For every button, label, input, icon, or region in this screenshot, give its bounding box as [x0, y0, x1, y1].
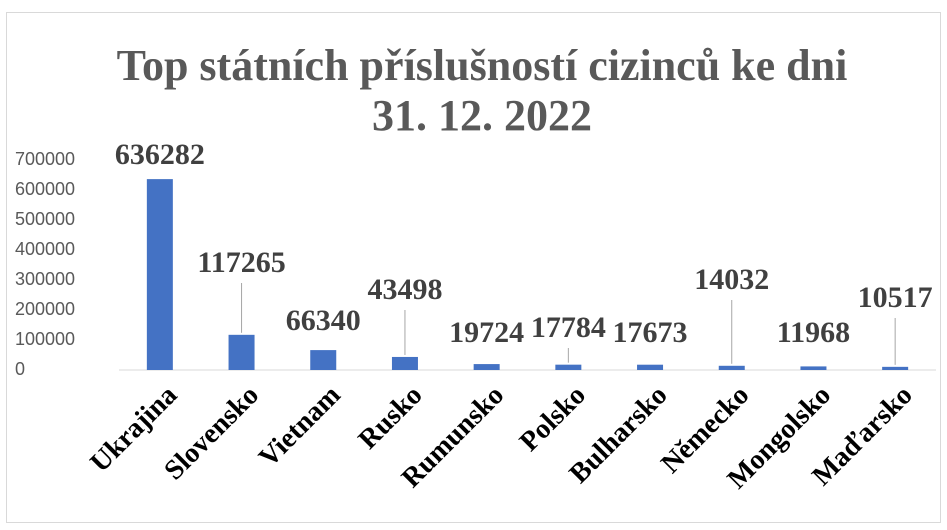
bar: [718, 365, 745, 370]
data-label: 117265: [197, 246, 285, 279]
data-label: 636282: [115, 138, 205, 171]
y-tick-label: 600000: [15, 179, 75, 199]
data-label: 17784: [531, 311, 606, 344]
data-label: 14032: [694, 263, 769, 296]
y-tick-label: 500000: [15, 209, 75, 229]
data-label: 66340: [286, 304, 361, 337]
bar: [555, 364, 582, 370]
y-tick-label: 300000: [15, 269, 75, 289]
bar: [882, 366, 909, 370]
bar: [146, 179, 173, 370]
bar: [473, 364, 500, 370]
data-label: 19724: [449, 316, 524, 349]
y-tick-label: 200000: [15, 299, 75, 319]
bar: [391, 356, 418, 370]
bar: [637, 364, 664, 370]
y-tick-label: 0: [15, 359, 25, 379]
data-label: 17673: [613, 316, 688, 349]
bar: [228, 334, 255, 370]
chart-title: Top státních příslušností cizinců ke dni…: [117, 41, 848, 140]
data-label: 10517: [858, 281, 933, 314]
bar: [800, 366, 827, 370]
bar: [310, 350, 337, 370]
data-label: 11968: [777, 316, 850, 349]
y-tick-label: 400000: [15, 239, 75, 259]
y-tick-label: 700000: [15, 149, 75, 169]
data-label: 43498: [367, 273, 442, 306]
y-tick-label: 100000: [15, 329, 75, 349]
